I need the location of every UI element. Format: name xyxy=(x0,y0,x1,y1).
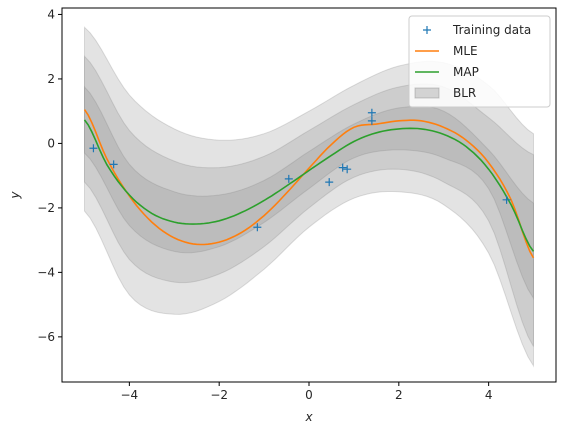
map-line xyxy=(83,119,535,252)
legend-label: MLE xyxy=(453,44,478,58)
y-tick-label: −2 xyxy=(37,201,55,215)
y-tick-label: −4 xyxy=(37,265,55,279)
x-tick-label: −2 xyxy=(210,388,228,402)
training-point xyxy=(284,174,293,183)
legend-marker-training xyxy=(423,26,431,34)
blr-band-3 xyxy=(84,85,534,300)
x-tick-label: −4 xyxy=(121,388,139,402)
y-tick-label: 2 xyxy=(47,72,55,86)
series-lines xyxy=(83,109,535,259)
training-point xyxy=(502,195,511,204)
mle-line xyxy=(83,109,535,259)
x-ticks: −4 −2 0 2 4 xyxy=(121,382,493,402)
training-point xyxy=(325,178,334,187)
training-point xyxy=(338,163,347,172)
training-point xyxy=(367,116,376,125)
y-tick-label: −6 xyxy=(37,330,55,344)
legend-label: MAP xyxy=(453,65,479,79)
y-tick-label: 4 xyxy=(47,7,55,21)
x-tick-label: 2 xyxy=(395,388,403,402)
legend-label: Training data xyxy=(452,23,531,37)
y-axis-label: y xyxy=(8,191,22,200)
x-tick-label: 4 xyxy=(485,388,493,402)
training-point xyxy=(343,165,352,174)
training-point xyxy=(367,108,376,117)
x-tick-label: 0 xyxy=(305,388,313,402)
training-points xyxy=(89,108,511,232)
training-point xyxy=(89,144,98,153)
legend-patch-blr xyxy=(414,87,440,99)
y-tick-label: 0 xyxy=(47,136,55,150)
legend-box xyxy=(408,15,551,108)
legend-label: BLR xyxy=(453,86,476,100)
training-point xyxy=(109,160,118,169)
blr-band-1 xyxy=(84,26,534,368)
legend: Training data MLE MAP BLR xyxy=(408,15,551,108)
training-point xyxy=(253,223,262,232)
y-ticks: 4 2 0 −2 −4 −6 xyxy=(37,7,62,344)
x-axis-label: x xyxy=(304,410,313,424)
